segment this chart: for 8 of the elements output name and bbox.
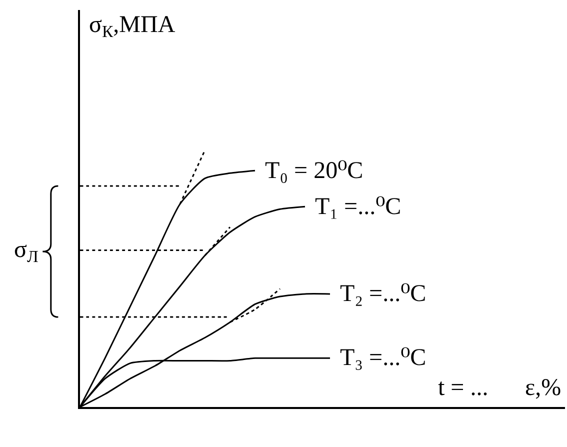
series-label: T₃ =...⁰C bbox=[340, 345, 426, 371]
annotation: t = ... bbox=[438, 375, 488, 401]
text: σ$_{Л}$ bbox=[14, 237, 38, 266]
x-axis-title: ε,% bbox=[525, 375, 562, 401]
series-label: T₁ =...⁰C bbox=[315, 194, 402, 220]
y-axis-title: σ$_{К}$,МПА bbox=[89, 12, 176, 42]
series-label: T₂ =...⁰C bbox=[340, 281, 426, 307]
series-label: T₀ = 20⁰C bbox=[265, 158, 364, 184]
